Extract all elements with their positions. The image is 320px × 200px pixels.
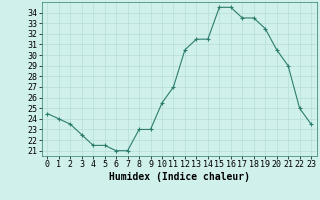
- X-axis label: Humidex (Indice chaleur): Humidex (Indice chaleur): [109, 172, 250, 182]
